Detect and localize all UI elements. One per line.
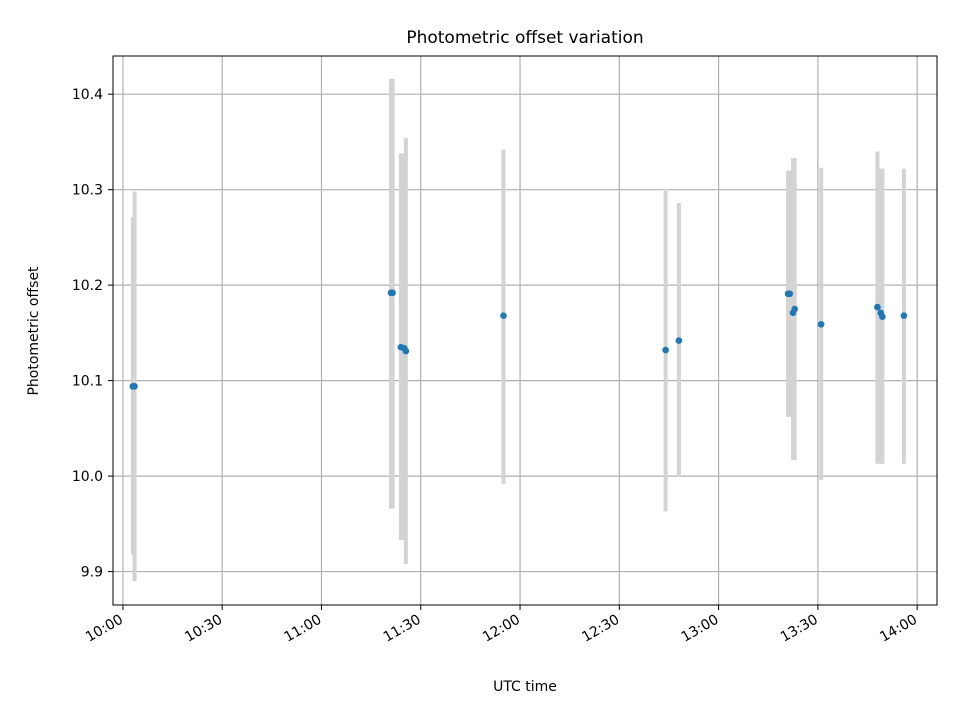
y-tick-label: 10.3 — [72, 183, 103, 199]
data-point — [874, 303, 881, 311]
y-tick-label: 10.0 — [72, 469, 103, 485]
plot-frame — [112, 55, 938, 606]
data-point — [675, 337, 683, 344]
data-point — [389, 289, 396, 297]
grid — [113, 56, 937, 605]
data-point — [786, 290, 794, 298]
x-axis-label: UTC time — [493, 679, 557, 695]
y-axis-label: Photometric offset — [26, 266, 42, 396]
y-tick-label: 10.1 — [72, 374, 103, 390]
y-tick-label: 10.4 — [72, 87, 103, 103]
chart-title: Photometric offset variation — [406, 28, 643, 48]
y-tick-label: 10.2 — [72, 278, 103, 294]
data-point — [662, 346, 669, 354]
data-points — [129, 289, 908, 390]
data-point — [500, 312, 507, 320]
data-point — [402, 347, 410, 355]
data-point — [791, 305, 799, 313]
y-axis-ticks: 9.9 10.0 10.1 10.2 10.3 10.4 — [72, 87, 113, 581]
data-point — [879, 313, 886, 320]
data-point — [131, 383, 138, 390]
y-tick-label: 9.9 — [81, 565, 103, 581]
data-point — [900, 312, 908, 320]
data-point — [817, 320, 825, 328]
